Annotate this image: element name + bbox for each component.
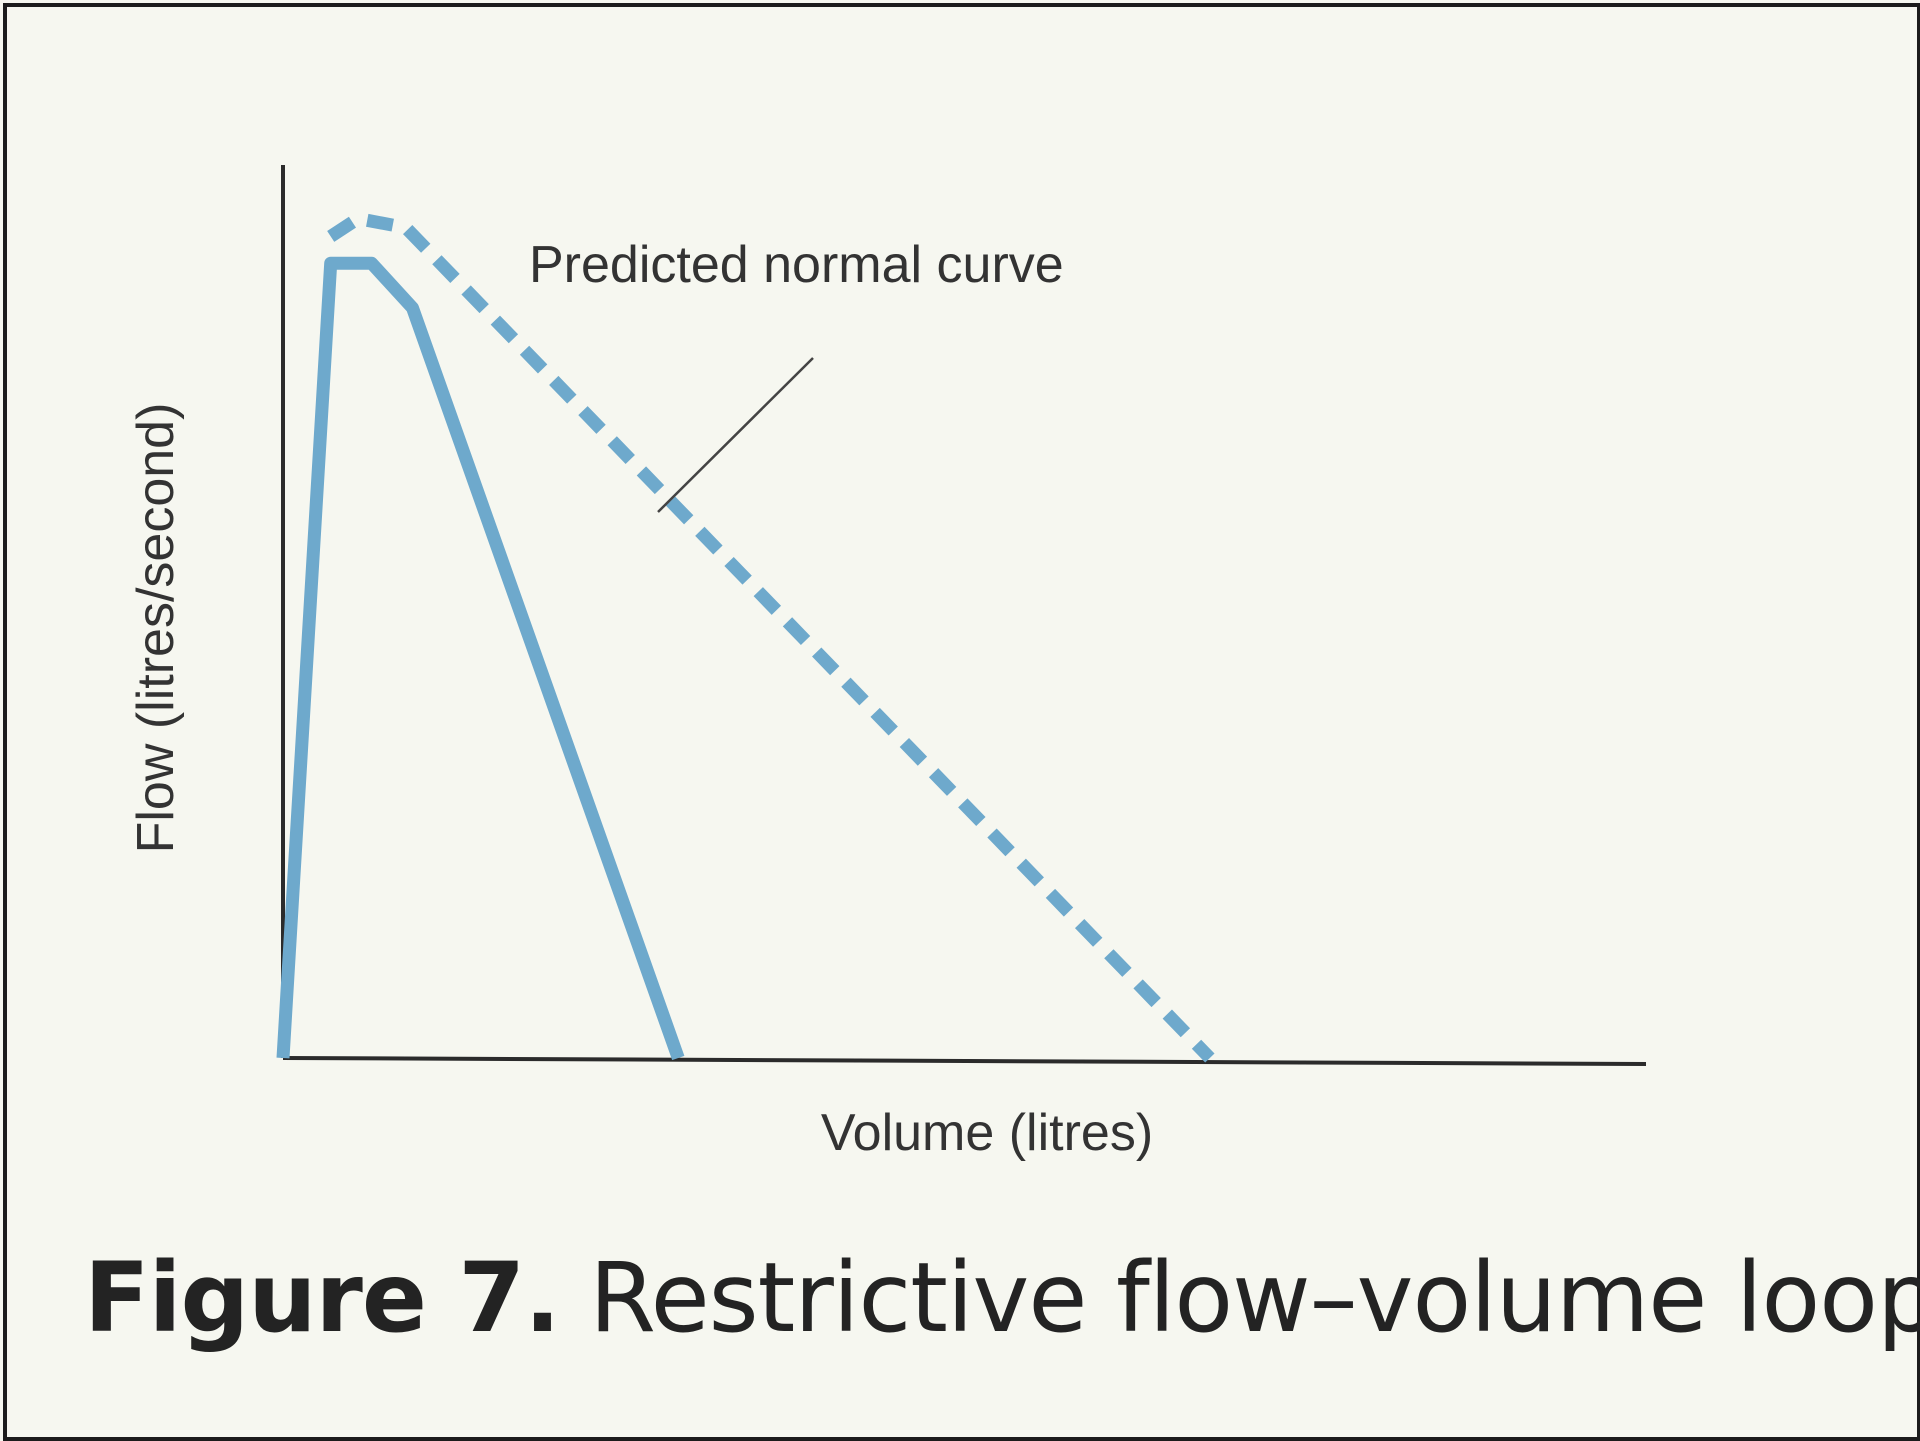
caption-label: Figure 7.: [84, 1242, 561, 1354]
y-axis-label: Flow (litres/second): [127, 403, 185, 854]
figure-caption: Figure 7. Restrictive flow–volume loop: [84, 1242, 1920, 1354]
series-predicted-normal-curve: [327, 212, 1215, 1063]
annotation-leader-line: [657, 357, 814, 513]
series-layer: [276, 212, 1215, 1063]
figure-frame: [3, 3, 1920, 1441]
x-axis-label: Volume (litres): [821, 1104, 1153, 1162]
series-restrictive-curve: [276, 256, 685, 1061]
x-axis: [282, 1056, 1647, 1066]
caption-text: Restrictive flow–volume loop: [589, 1242, 1920, 1354]
annotation-predicted-normal-curve: Predicted normal curve: [529, 236, 1064, 294]
